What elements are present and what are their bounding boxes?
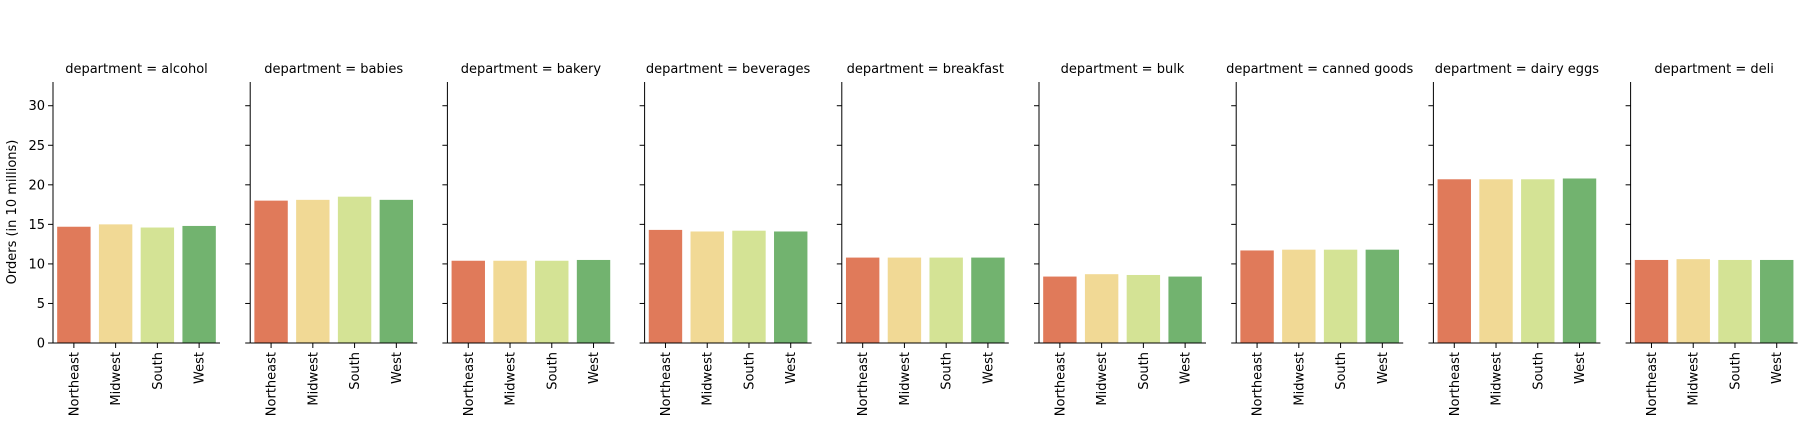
panel-title: department = breakfast [847,62,1004,77]
x-tick-label: Midwest [306,352,321,406]
bar [1437,179,1471,343]
panel-title: department = dairy eggs [1435,62,1600,77]
y-tick-label: 15 [28,218,45,233]
panel-title: department = deli [1654,62,1774,77]
panel-title: department = beverages [646,62,811,77]
y-tick-label: 5 [37,297,45,312]
y-axis-label: Orders (in 10 millions) [5,140,20,285]
bar [254,200,288,343]
y-tick-label: 10 [28,257,45,272]
bar [1043,276,1077,343]
x-tick-label: South [742,352,757,390]
bar [1126,274,1161,343]
bar [1562,178,1597,343]
x-tick-label: Northeast [659,352,674,416]
bar [774,231,808,343]
x-tick-label: South [1334,352,1349,390]
bar [1365,249,1400,343]
x-tick-label: Midwest [109,352,124,406]
bar [1323,249,1358,343]
x-tick-label: South [1137,352,1152,390]
x-tick-label: Northeast [1251,352,1266,416]
x-tick-label: South [940,352,955,390]
bar [379,199,414,343]
bar [732,230,766,343]
y-tick-label: 30 [28,99,45,114]
x-tick-label: Northeast [265,352,280,416]
bar [1282,249,1316,343]
x-tick-label: Northeast [462,352,477,416]
bar [1676,259,1710,343]
x-tick-label: Midwest [1687,352,1702,406]
panel-title: department = canned goods [1226,62,1413,77]
x-tick-label: West [390,352,405,384]
panel-title: department = bulk [1061,62,1185,77]
x-tick-label: West [587,352,602,384]
bar [451,260,485,343]
x-tick-label: West [1573,352,1588,384]
y-tick-label: 20 [28,178,45,193]
x-tick-label: West [784,352,799,384]
x-tick-label: Northeast [1448,352,1463,416]
y-tick-label: 25 [28,139,45,154]
bar [576,259,611,343]
bar [1521,179,1555,343]
bar [1168,276,1202,343]
x-tick-label: West [1770,352,1785,384]
x-tick-label: Northeast [1645,352,1660,416]
x-tick-label: South [545,352,560,390]
x-tick-label: South [151,352,166,390]
x-tick-label: West [1179,352,1194,384]
x-tick-label: Midwest [504,352,519,406]
x-tick-label: Northeast [1053,352,1068,416]
bar [535,260,569,343]
bar [1240,250,1274,343]
x-tick-label: Northeast [856,352,871,416]
bar [182,225,216,343]
bar [929,257,963,343]
bar [1760,259,1794,343]
panel-title: department = bakery [461,62,602,77]
x-tick-label: South [1728,352,1743,390]
x-tick-label: West [1376,352,1391,384]
x-tick-label: Midwest [1095,352,1110,406]
bar [1718,259,1752,343]
x-tick-label: South [1531,352,1546,390]
bar [887,257,922,343]
x-tick-label: West [981,352,996,384]
bar [648,229,683,343]
bar [1634,259,1669,343]
bar [1084,274,1119,343]
bar [57,226,91,343]
y-tick-label: 0 [37,337,45,352]
bar [493,260,527,343]
bar [1479,179,1513,343]
bar [337,196,372,343]
panel-title: department = alcohol [65,62,208,77]
bar [140,227,175,343]
x-tick-label: Midwest [701,352,716,406]
x-tick-label: Northeast [67,352,82,416]
x-tick-label: Midwest [1292,352,1307,406]
x-tick-label: Midwest [898,352,913,406]
bar [296,199,330,343]
bar [845,257,880,343]
x-tick-label: South [348,352,363,390]
bar [971,257,1005,343]
panel-title: department = babies [264,62,403,77]
x-tick-label: West [193,352,208,384]
x-tick-label: Midwest [1490,352,1505,406]
bar [98,224,133,343]
bar [690,231,724,343]
